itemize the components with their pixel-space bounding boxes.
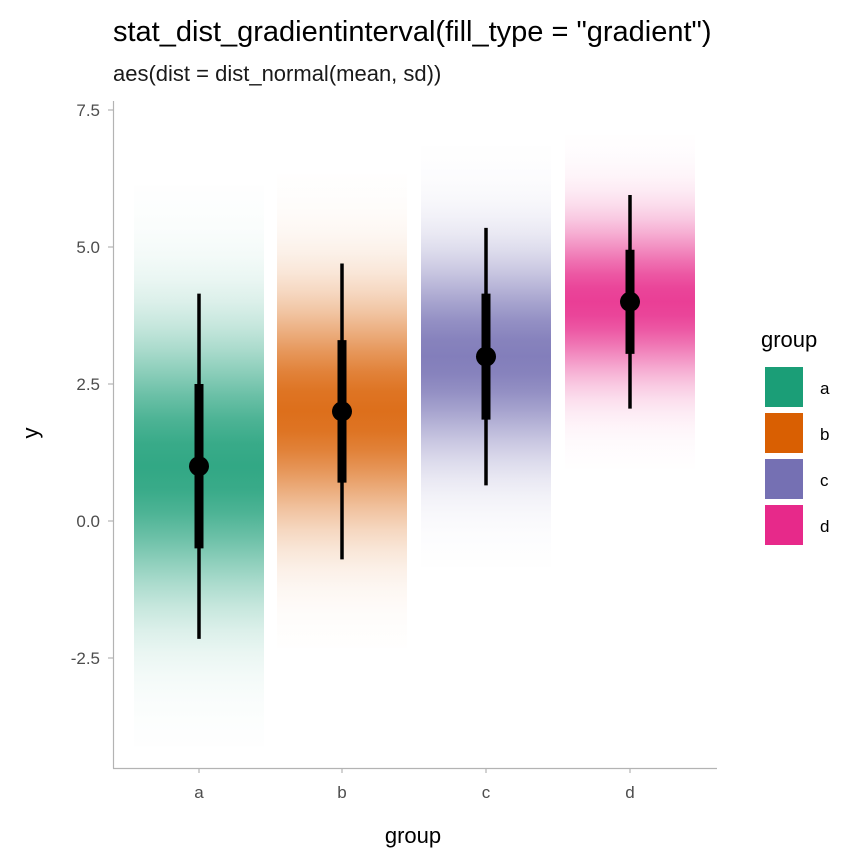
point-d bbox=[620, 291, 640, 312]
x-tick-label: a bbox=[194, 783, 204, 802]
point-c bbox=[476, 346, 496, 367]
chart-subtitle: aes(dist = dist_normal(mean, sd)) bbox=[113, 61, 441, 86]
x-axis-title: group bbox=[385, 823, 441, 848]
legend-label-c: c bbox=[820, 471, 829, 490]
y-axis-title: y bbox=[18, 428, 43, 439]
x-axis-ticks: a b c d bbox=[194, 768, 635, 802]
legend: group a b c d bbox=[761, 327, 830, 545]
y-tick-label: -2.5 bbox=[71, 649, 100, 668]
point-b bbox=[332, 401, 352, 422]
legend-label-b: b bbox=[820, 425, 829, 444]
y-tick-label: 2.5 bbox=[76, 375, 100, 394]
legend-label-a: a bbox=[820, 379, 830, 398]
plot-area bbox=[134, 135, 695, 747]
legend-key-b bbox=[765, 413, 803, 453]
x-tick-label: c bbox=[482, 783, 491, 802]
legend-key-c bbox=[765, 459, 803, 499]
chart-title: stat_dist_gradientinterval(fill_type = "… bbox=[113, 16, 712, 48]
x-tick-label: d bbox=[625, 783, 634, 802]
y-tick-label: 0.0 bbox=[76, 512, 100, 531]
axes bbox=[112, 101, 717, 770]
legend-key-a bbox=[765, 367, 803, 407]
y-tick-label: 5.0 bbox=[76, 238, 100, 257]
x-tick-label: b bbox=[337, 783, 346, 802]
point-a bbox=[189, 456, 209, 477]
legend-label-d: d bbox=[820, 517, 829, 536]
legend-title: group bbox=[761, 327, 817, 352]
y-tick-label: 7.5 bbox=[76, 101, 100, 120]
legend-key-d bbox=[765, 505, 803, 545]
y-axis-ticks: -2.5 0.0 2.5 5.0 7.5 bbox=[71, 101, 113, 668]
